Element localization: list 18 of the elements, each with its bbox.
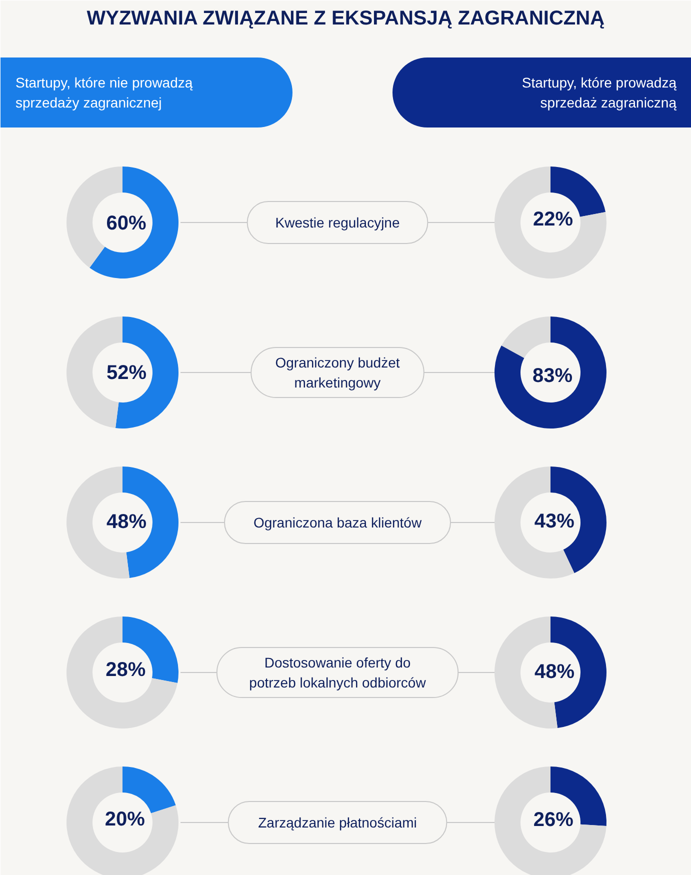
text: Dostosowanie oferty do potrzeb lokalnych odbiorców: [249, 654, 427, 690]
data-label: 43%: [534, 510, 575, 533]
text: Kwestie regulacyjne: [275, 214, 400, 230]
text: WYZWANIA ZWIĄZANE Z EKSPANSJĄ ZAGRANICZNĄ: [86, 8, 605, 30]
text: Ograniczony budżet marketingowy: [275, 354, 400, 390]
data-label: 48%: [106, 511, 147, 534]
text: Zarządzanie płatnościami: [258, 814, 417, 830]
data-label: 83%: [532, 364, 573, 387]
text: Startupy, które nie prowadzą sprzedaży zagranicznej: [16, 74, 193, 110]
text: Ograniczona baza klientów: [253, 514, 422, 530]
data-label: 28%: [106, 658, 146, 681]
data-label: 22%: [533, 208, 574, 230]
data-label: 26%: [533, 808, 574, 831]
data-label: 60%: [106, 212, 147, 235]
data-label: 48%: [534, 661, 575, 684]
data-label: 20%: [104, 808, 146, 830]
text: Startupy, które prowadzą sprzedaż zagraniczną: [522, 74, 677, 110]
data-label: 52%: [106, 362, 147, 384]
